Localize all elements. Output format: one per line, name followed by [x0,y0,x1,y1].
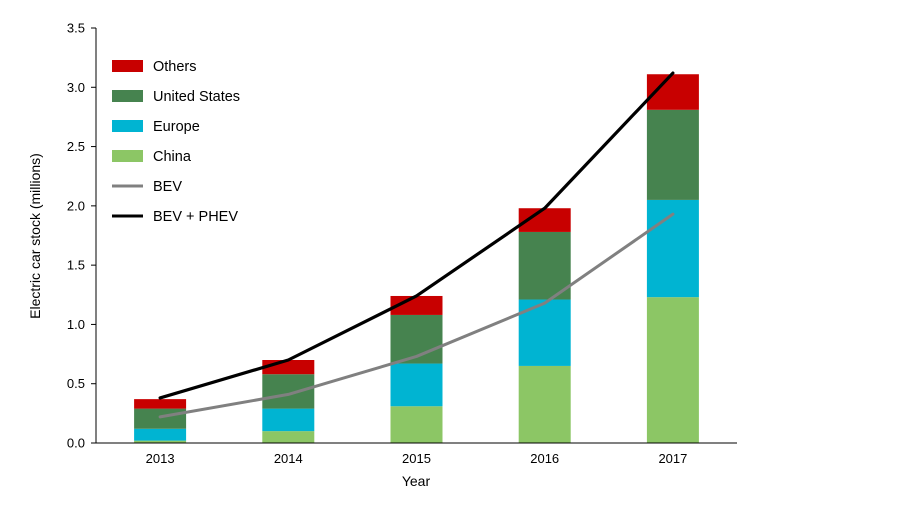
bar-china-2013 [134,440,187,443]
y-axis-title: Electric car stock (millions) [27,153,43,319]
bar-europe-2017 [646,199,699,298]
bar-europe-2013 [134,428,187,441]
axes-layer: 0.0 0.5 1.0 1.5 2.0 2.5 3.0 3.5 2013 2014 2015 2016… [67,21,737,466]
x-tick-label-2016: 2016 [530,451,559,466]
y-tick-label-1-5: 1.5 [67,258,85,273]
bar-united-states-2016 [518,231,571,300]
legend-label-europe: Europe [153,119,200,135]
legend-swatch-europe [112,120,143,132]
legend-swatch-others [112,60,143,72]
x-axis-title: Year [402,473,431,489]
legend-label-china: China [153,149,192,165]
y-tick-label-3-5: 3.5 [67,21,85,36]
bar-europe-2014 [262,408,315,432]
bar-united-states-2013 [134,408,187,429]
bar-china-2017 [646,297,699,443]
bar-china-2014 [262,431,315,443]
y-tick-label-0-5: 0.5 [67,376,85,391]
bar-others-2016 [518,208,571,232]
bar-united-states-2017 [646,109,699,200]
y-tick-label-3-0: 3.0 [67,80,85,95]
legend-label-bev-phev: BEV + PHEV [153,209,238,225]
bars-layer [134,74,699,443]
legend: Others United States Europe China BEV BEV + P… [112,59,240,225]
bar-china-2016 [518,365,571,443]
x-tick-label-2017: 2017 [658,451,687,466]
legend-label-bev: BEV [153,179,182,195]
bar-europe-2015 [390,363,443,407]
y-tick-label-2-5: 2.5 [67,139,85,154]
y-tick-label-1-0: 1.0 [67,317,85,332]
bar-others-2014 [262,360,315,375]
legend-swatch-china [112,150,143,162]
x-tick-label-2014: 2014 [274,451,303,466]
y-tick-label-2-0: 2.0 [67,198,85,213]
y-tick-label-0-0: 0.0 [67,436,85,451]
bar-united-states-2014 [262,374,315,409]
x-tick-label-2013: 2013 [146,451,175,466]
legend-label-others: Others [153,59,197,75]
bar-china-2015 [390,406,443,443]
bar-others-2013 [134,399,187,409]
legend-swatch-united-states [112,90,143,102]
lines-layer [158,71,675,419]
x-tick-label-2015: 2015 [402,451,431,466]
legend-label-united-states: United States [153,89,240,105]
